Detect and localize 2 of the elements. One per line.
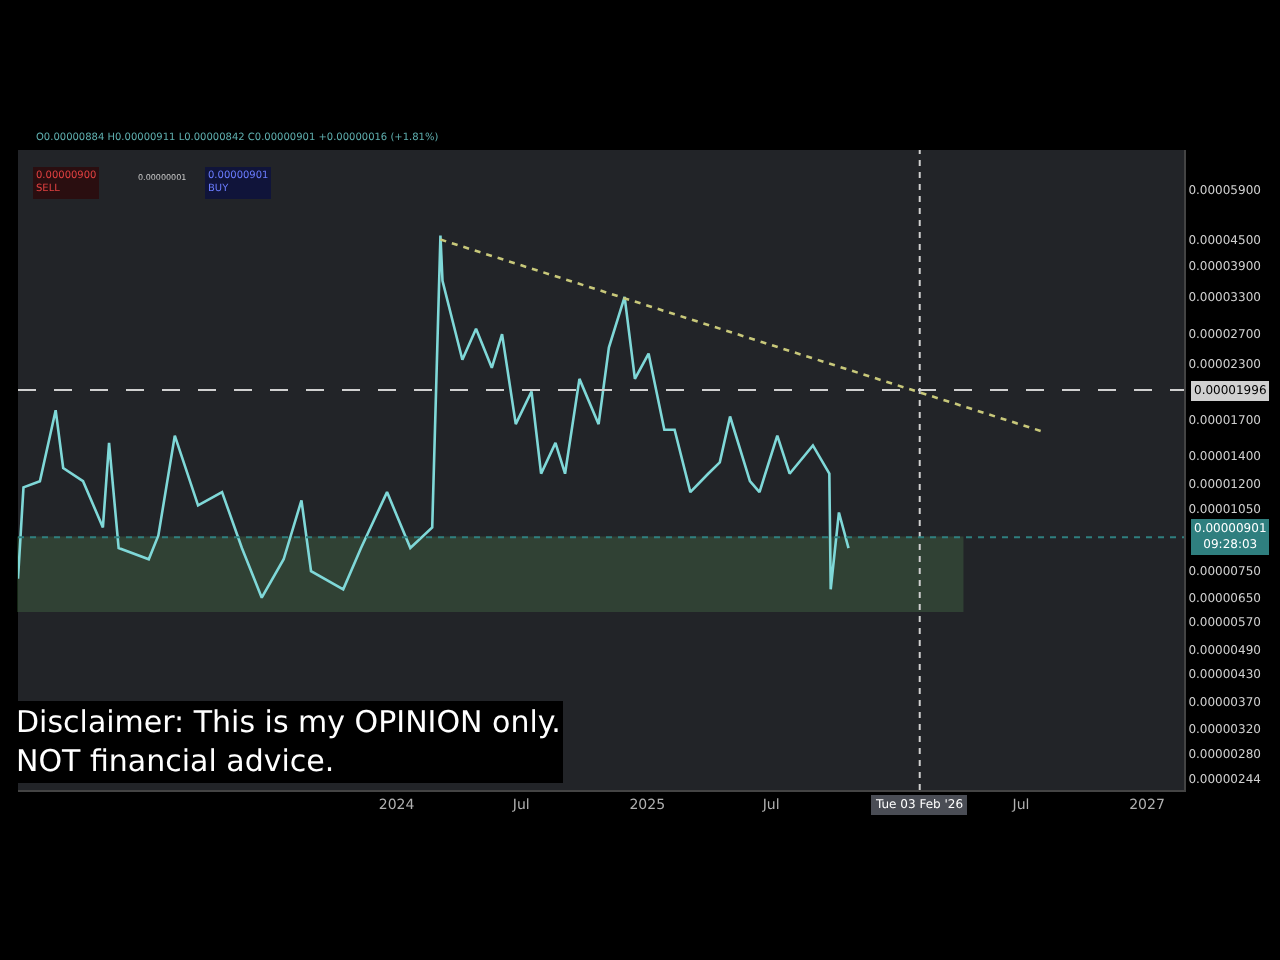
annotation: Disclaimer: This is my OPINION only. NOT financial advice.	[16, 704, 561, 779]
line-series	[18, 234, 850, 599]
